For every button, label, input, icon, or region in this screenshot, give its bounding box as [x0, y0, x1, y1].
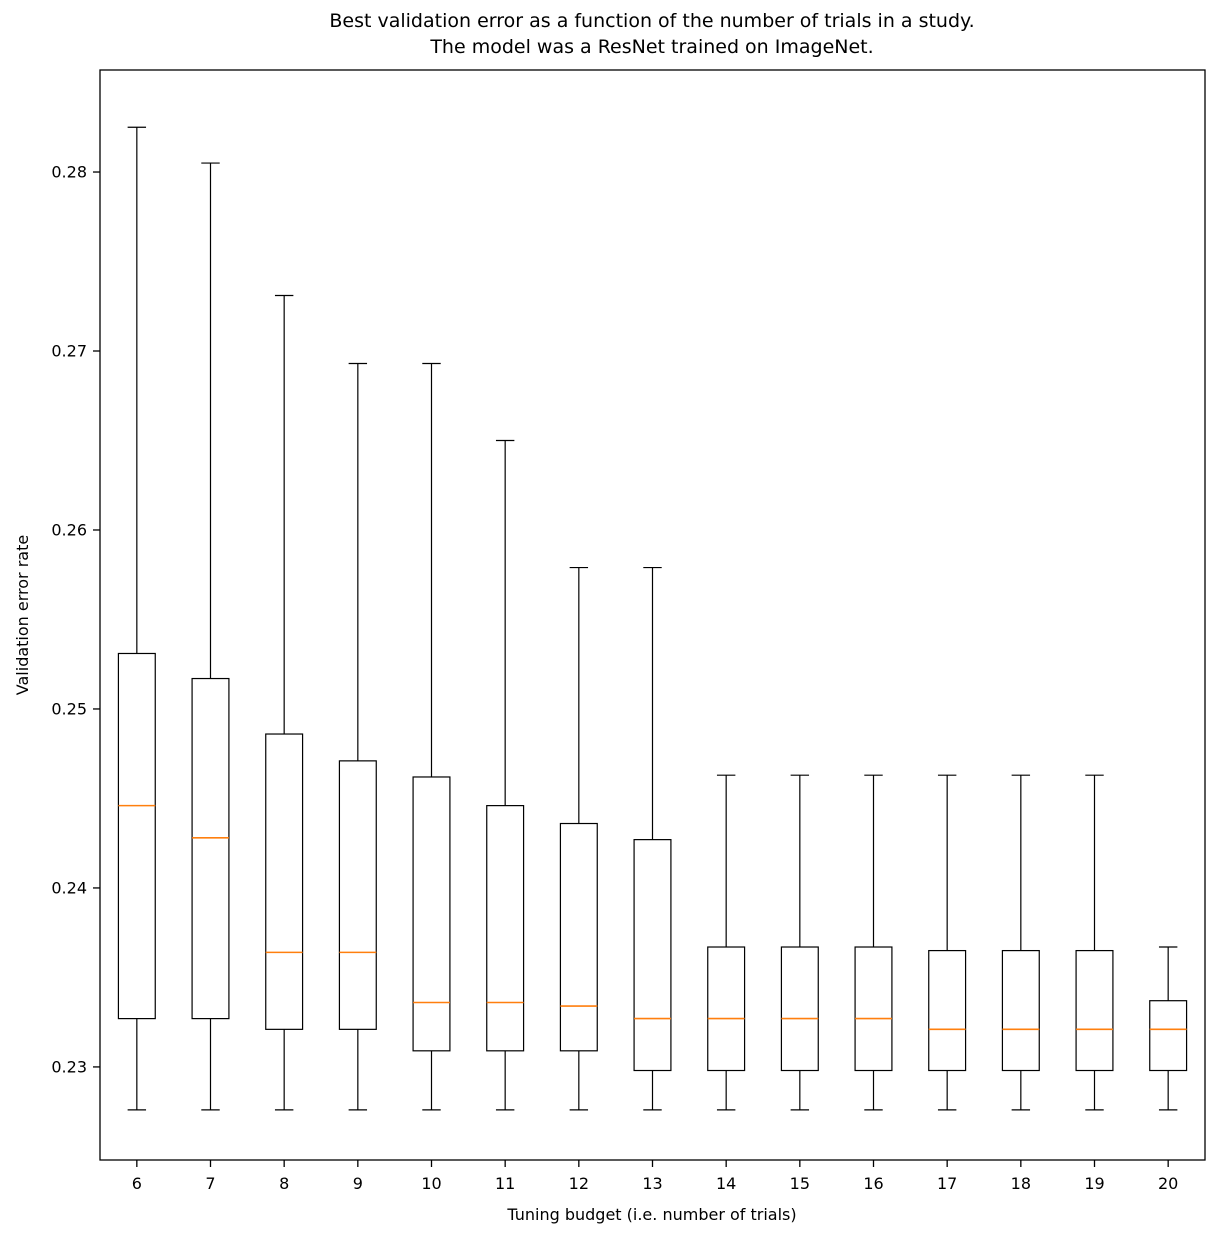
box-iqr [265, 733, 304, 1030]
y-tick-label: 0.23 [51, 1057, 87, 1076]
box-iqr [707, 946, 746, 1072]
y-axis-label: Validation error rate [13, 535, 32, 695]
x-tick-label: 9 [353, 1174, 363, 1193]
box-iqr [1075, 949, 1114, 1072]
plot-border [99, 69, 1206, 1161]
y-tick-label: 0.27 [51, 342, 87, 361]
y-tick-label: 0.24 [51, 878, 87, 897]
x-tick-label: 11 [495, 1174, 515, 1193]
y-tick-label: 0.28 [51, 163, 87, 182]
box-iqr [338, 760, 377, 1030]
box-iqr [1001, 949, 1040, 1072]
x-tick-label: 17 [937, 1174, 957, 1193]
box-iqr [559, 822, 598, 1052]
x-tick-label: 8 [279, 1174, 289, 1193]
x-tick-label: 14 [716, 1174, 736, 1193]
box-iqr [486, 805, 525, 1052]
x-tick-label: 19 [1084, 1174, 1104, 1193]
x-tick-label: 13 [642, 1174, 662, 1193]
x-tick-label: 20 [1158, 1174, 1178, 1193]
box-iqr [633, 839, 672, 1072]
y-tick-label: 0.26 [51, 520, 87, 539]
x-tick-label: 16 [863, 1174, 883, 1193]
box-iqr [854, 946, 893, 1072]
x-tick-label: 6 [132, 1174, 142, 1193]
x-tick-label: 12 [569, 1174, 589, 1193]
box-iqr [117, 652, 156, 1020]
x-tick-label: 10 [421, 1174, 441, 1193]
chart-title-line2: The model was a ResNet trained on ImageN… [429, 36, 873, 58]
chart-title-line1: Best validation error as a function of t… [329, 10, 974, 32]
x-axis-label: Tuning budget (i.e. number of trials) [506, 1205, 796, 1224]
chart-content: 0.23 0.24 0.25 0.26 0.27 0.28 6 7 8 9 10 11 12 13 14 15… [51, 126, 1188, 1193]
x-tick-label: 18 [1011, 1174, 1031, 1193]
box-iqr [412, 776, 451, 1052]
box-iqr [780, 946, 819, 1072]
box-iqr [191, 677, 230, 1020]
x-tick-label: 7 [205, 1174, 215, 1193]
box-iqr [1149, 1000, 1188, 1072]
x-tick-label: 15 [790, 1174, 810, 1193]
box-iqr [928, 949, 967, 1072]
y-tick-label: 0.25 [51, 699, 87, 718]
